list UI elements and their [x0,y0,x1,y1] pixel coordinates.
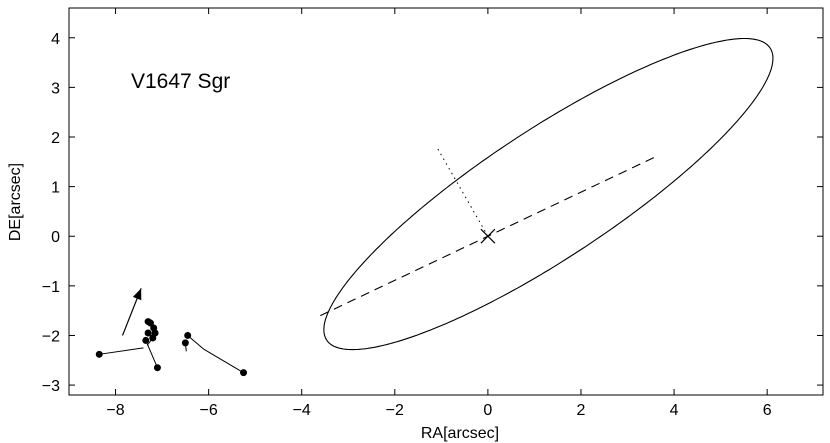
observation-point [142,336,150,344]
x-tick-label: −6 [200,402,218,419]
plot-area [95,37,774,377]
residual-segment [187,335,205,350]
y-tick-label: 2 [51,130,60,147]
axis-ticks: −8 −6 −4 −2 0 2 4 6 −3 −2 −1 0 1 2 3 4 [42,8,823,419]
observation-point [153,364,161,372]
y-tick-label: 4 [51,31,60,48]
x-axis-label: RA[arcsec] [421,425,499,442]
y-axis-label: DE[arcsec] [7,163,24,241]
y-tick-label: −3 [42,378,60,395]
orbit-ellipse [323,37,774,351]
y-tick-label: −2 [42,328,60,345]
y-tick-label: 3 [51,80,60,97]
plot-frame [68,7,824,396]
y-tick-label: −1 [42,279,60,296]
residual-segment [203,348,244,374]
residual-segment [99,347,144,355]
periastron-line [436,146,489,237]
motion-arrow-head [132,288,142,301]
x-tick-label: −4 [293,402,311,419]
y-tick-label: 0 [51,229,60,246]
observation-point [240,369,248,377]
x-tick-label: 0 [483,402,492,419]
observation-point [95,350,103,358]
y-tick-label: 1 [51,180,60,197]
observation-point [149,334,157,342]
x-tick-label: −8 [106,402,124,419]
observation-point [146,319,154,327]
observation-point [144,329,152,337]
x-tick-label: 2 [577,402,586,419]
x-tick-label: −2 [386,402,404,419]
x-tick-label: 4 [670,402,679,419]
primary-star-marker [480,228,496,244]
observation-point [181,339,189,347]
observation-point [184,331,192,339]
x-tick-label: 6 [763,402,772,419]
star-name-annotation: V1647 Sgr [131,70,230,93]
